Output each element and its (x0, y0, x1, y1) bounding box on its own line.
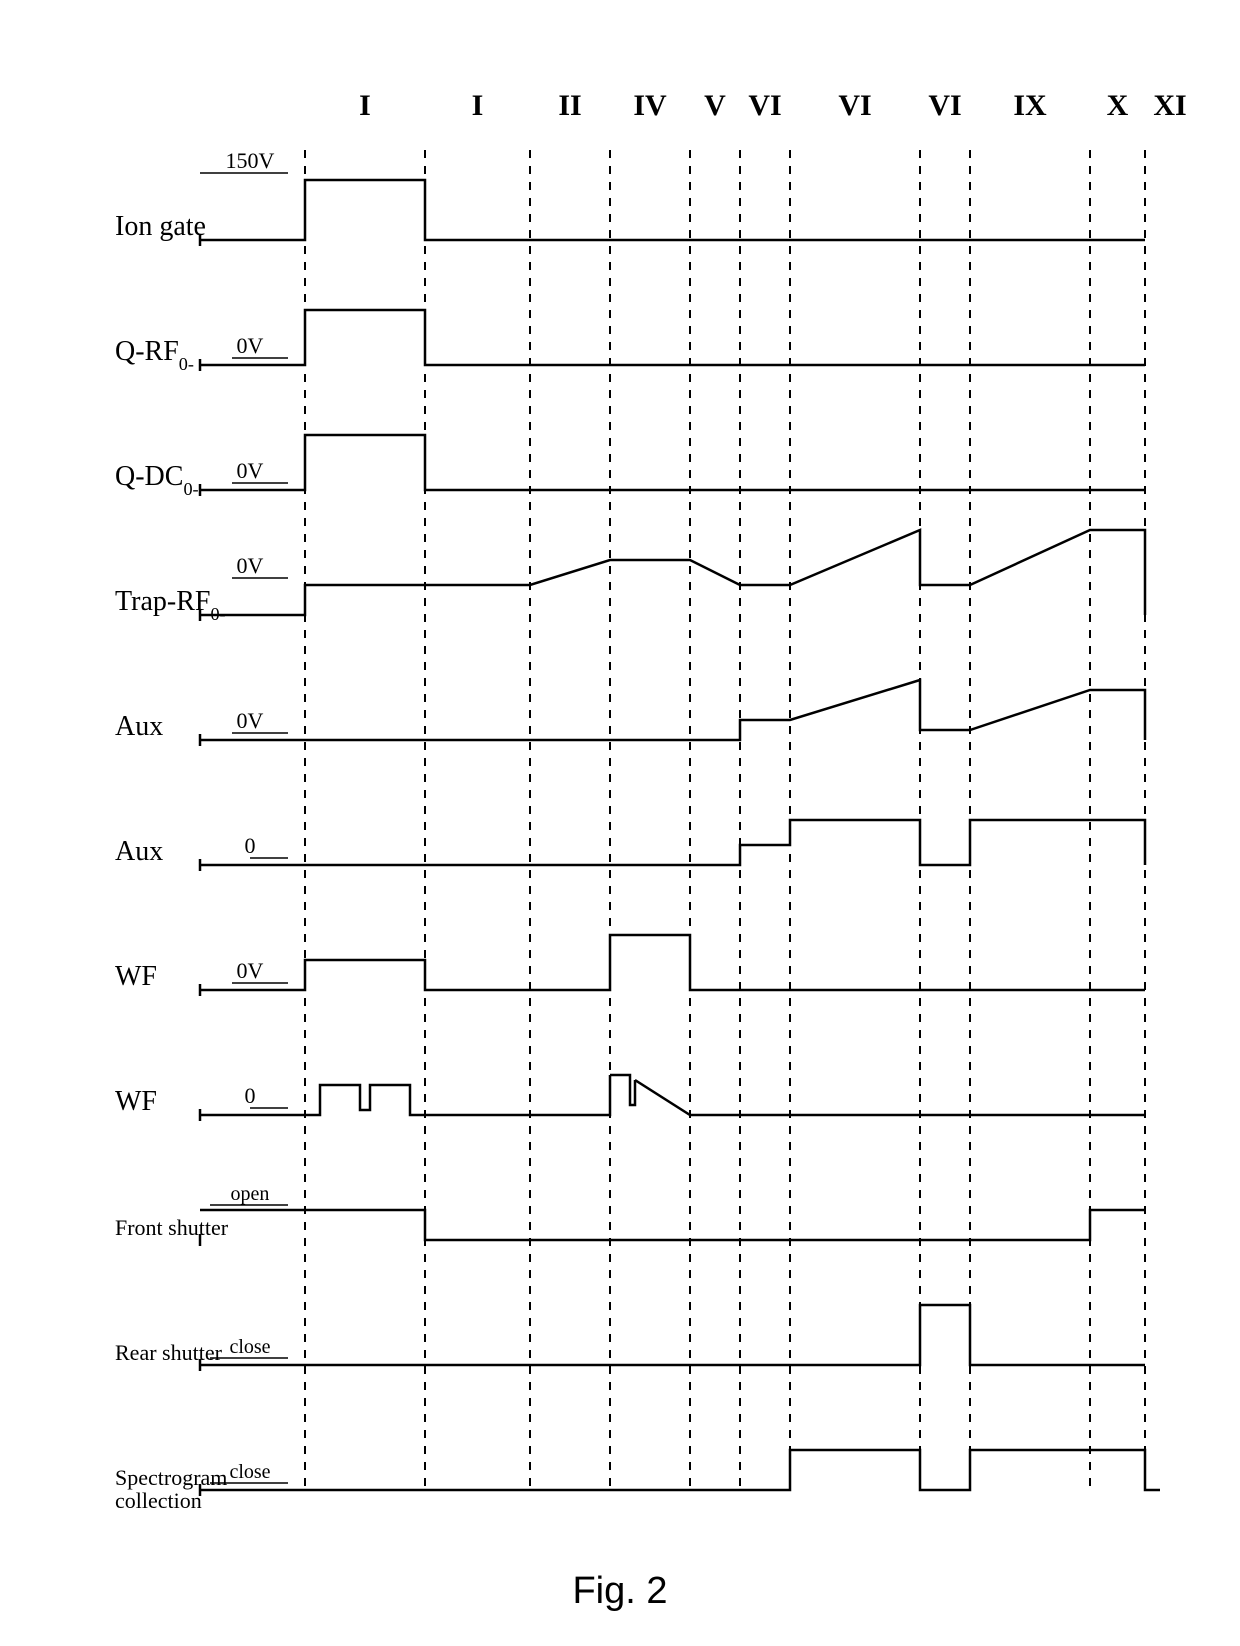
waveform (200, 180, 1145, 240)
signal-label: WF (115, 961, 157, 992)
signal-label: WF (115, 1086, 157, 1117)
signal-label: Trap-RF0- (115, 586, 226, 624)
phase-label: I (472, 89, 484, 122)
phase-label: VI (928, 89, 961, 122)
signal-value-label: 150V (226, 148, 275, 173)
phase-label: V (704, 89, 726, 122)
signal-value-label: 0 (245, 833, 256, 858)
waveform (200, 310, 1145, 365)
signal-label: Front shutter (115, 1215, 229, 1240)
signal-label: Rear shutter (115, 1340, 223, 1365)
phase-label: IX (1013, 89, 1047, 122)
waveform (610, 1075, 635, 1105)
waveform (200, 820, 1145, 865)
waveform (200, 1450, 1160, 1490)
waveform (200, 1305, 1145, 1365)
phase-label: XI (1153, 89, 1186, 122)
waveform (200, 1075, 610, 1115)
signal-value-label: close (229, 1336, 270, 1358)
figure-caption: Fig. 2 (0, 1570, 1240, 1613)
waveform (200, 530, 1145, 615)
waveform (200, 1210, 1145, 1240)
signal-label: Aux (115, 836, 163, 867)
waveform (200, 680, 1145, 740)
signal-label: Ion gate (115, 211, 206, 242)
signal-value-label: 0V (237, 458, 264, 483)
waveform (200, 935, 1145, 990)
signal-value-label: open (231, 1183, 270, 1205)
phase-label: VI (748, 89, 781, 122)
signal-value-label: 0 (245, 1083, 256, 1108)
phase-label: II (558, 89, 581, 122)
signal-value-label: 0V (237, 958, 264, 983)
timing-diagram: IIIIIVVVIVIVIIXXXIIon gate150VQ-RF0-0VQ-… (0, 0, 1240, 1646)
signal-value-label: 0V (237, 553, 264, 578)
phase-label: X (1107, 89, 1129, 122)
phase-label: I (359, 89, 371, 122)
signal-label: Q-RF0- (115, 336, 194, 374)
signal-label: Q-DC0- (115, 461, 199, 499)
phase-label: IV (633, 89, 667, 122)
signal-value-label: close (229, 1461, 270, 1483)
signal-label: Aux (115, 711, 163, 742)
signal-value-label: 0V (237, 708, 264, 733)
signal-value-label: 0V (237, 333, 264, 358)
waveform (200, 435, 1145, 490)
waveform (635, 1080, 1145, 1115)
phase-label: VI (838, 89, 871, 122)
